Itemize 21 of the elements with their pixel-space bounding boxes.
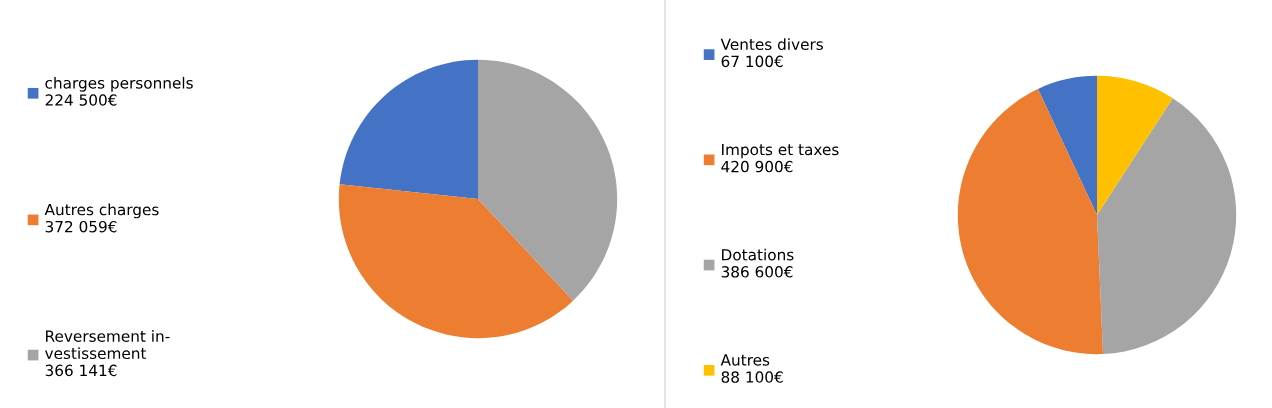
pie-slice [1037, 75, 1097, 215]
pie-slice [1097, 98, 1237, 355]
data-label: 67 100€ [721, 55, 783, 68]
pie-slice [478, 59, 618, 301]
data-label: 386 600€ [721, 266, 793, 278]
legend-label: Autres [720, 354, 770, 366]
legend-label: Impots et taxes [722, 143, 839, 159]
pie-slice [1097, 75, 1173, 215]
legend-label: Reversement in- vestissement [45, 330, 170, 360]
legend-label: charges personnels [45, 76, 193, 92]
data-label: 366 141€ [45, 364, 117, 377]
data-label: 88 100€ [721, 371, 783, 383]
data-label: 372 059€ [45, 220, 117, 233]
legend-label: Ventes divers [720, 38, 823, 51]
data-label: 224 500€ [45, 94, 117, 106]
data-label: 420 900€ [721, 160, 793, 173]
legend-label: Dotations [722, 248, 794, 261]
legend-label: Autres charges [44, 203, 159, 219]
pie-slice [338, 184, 574, 339]
pie-slice [339, 59, 478, 199]
pie-slice [957, 88, 1104, 355]
